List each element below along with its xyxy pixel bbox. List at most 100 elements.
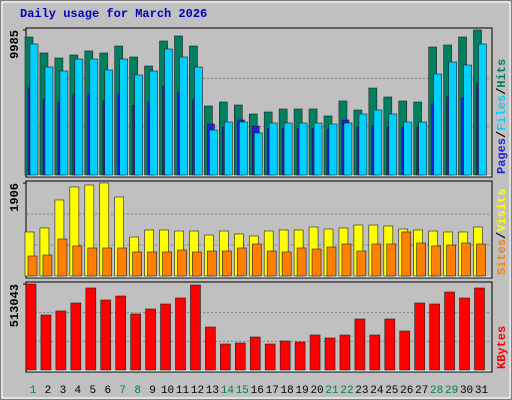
bar (104, 69, 114, 176)
bar (294, 341, 306, 371)
bar (145, 308, 156, 371)
bar (281, 251, 292, 277)
x-tick-label: 7 (119, 385, 126, 397)
y-tick-label: 513043 (8, 284, 22, 327)
bar (190, 284, 201, 371)
legend-entry: KBytes (495, 326, 509, 369)
bar (444, 291, 455, 371)
x-tick-label: 27 (415, 385, 428, 397)
bar (369, 334, 381, 371)
bar (446, 244, 456, 277)
legend-separator: / (495, 88, 509, 95)
bar (268, 122, 278, 176)
bar (283, 122, 293, 176)
bar (149, 70, 158, 176)
bar (326, 246, 337, 277)
bar (324, 337, 336, 371)
x-tick-label: 17 (266, 385, 279, 397)
bar (343, 122, 353, 176)
bar (356, 250, 367, 277)
bar (177, 249, 187, 277)
x-tick-label: 29 (445, 385, 458, 397)
x-tick-label: 15 (236, 385, 249, 397)
x-tick-label: 1 (30, 385, 37, 397)
bar (279, 340, 291, 371)
x-tick-label: 21 (325, 385, 339, 397)
chart-title: Daily usage for March 2026 (20, 7, 207, 21)
bar (179, 56, 188, 176)
bar (162, 251, 172, 277)
legend-entry: Hits (495, 59, 509, 88)
bar (371, 243, 382, 277)
legend-entry: Visits (495, 189, 509, 232)
bar (401, 231, 412, 277)
bar (134, 74, 143, 176)
bar (87, 247, 98, 277)
legend-separator: / (495, 232, 509, 239)
bar (237, 247, 247, 277)
legend-entry: Files (495, 95, 509, 131)
bar (222, 250, 232, 277)
bar (429, 303, 440, 371)
bar (459, 297, 470, 371)
bar (298, 122, 308, 176)
bar (85, 287, 97, 371)
bar (192, 251, 202, 277)
bar (59, 70, 69, 176)
x-tick-label: 19 (295, 385, 308, 397)
bar (55, 310, 67, 371)
bar (70, 302, 82, 371)
bar (418, 121, 428, 176)
x-tick-label: 10 (161, 385, 174, 397)
bar (461, 242, 471, 277)
bar (29, 43, 39, 176)
bar (339, 334, 351, 371)
x-tick-label: 24 (370, 385, 384, 397)
bar (74, 58, 84, 176)
bar (160, 303, 171, 371)
bar (431, 245, 441, 277)
x-tick-label: 13 (206, 385, 219, 397)
x-tick-label: 6 (104, 385, 111, 397)
x-tick-label: 11 (176, 385, 190, 397)
bar (72, 245, 83, 277)
bar (253, 132, 263, 176)
bar (448, 61, 457, 176)
bar (224, 121, 233, 176)
bar (147, 251, 157, 277)
legend: KBytes (495, 326, 509, 369)
x-tick-label: 20 (310, 385, 323, 397)
bar (164, 48, 173, 176)
legend-entry: Sites (495, 239, 509, 275)
bar (239, 121, 248, 176)
y-tick-label: 9985 (8, 30, 22, 59)
bar (42, 254, 53, 277)
legend: Pages/Files/Hits (495, 59, 509, 174)
x-tick-label: 14 (221, 385, 235, 397)
x-tick-label: 30 (460, 385, 473, 397)
legend: Sites/Visits (495, 189, 509, 275)
y-tick-label: 1906 (8, 183, 22, 212)
bar (388, 113, 398, 176)
bar (235, 342, 246, 371)
bar (251, 243, 262, 277)
bar (249, 336, 261, 371)
bar (399, 330, 411, 371)
x-tick-label: 12 (191, 385, 204, 397)
x-tick-label: 4 (75, 385, 82, 397)
bar (386, 243, 397, 277)
bar (384, 318, 396, 371)
x-tick-label: 5 (89, 385, 96, 397)
bar (373, 109, 383, 176)
legend-entry: Pages (495, 138, 509, 174)
bar (25, 283, 37, 371)
x-tick-label: 16 (251, 385, 264, 397)
bar (266, 250, 277, 277)
x-tick-label: 23 (355, 385, 368, 397)
x-tick-label: 8 (134, 385, 141, 397)
bar (115, 295, 126, 371)
bar (130, 313, 141, 371)
x-tick-label: 28 (430, 385, 443, 397)
